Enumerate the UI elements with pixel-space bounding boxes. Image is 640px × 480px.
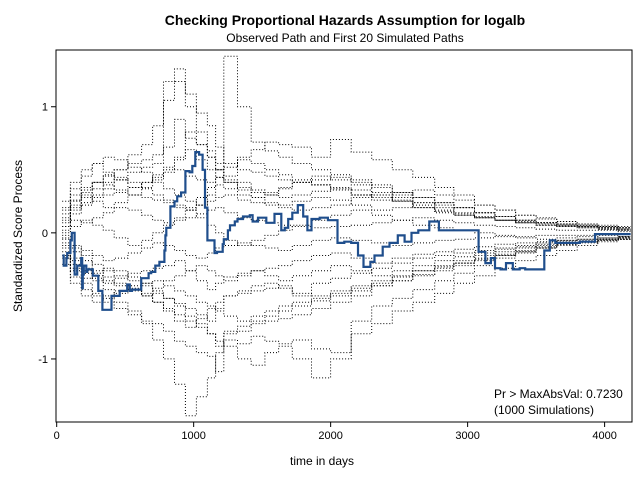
chart-subtitle: Observed Path and First 20 Simulated Pat… <box>226 31 463 45</box>
simulated-paths <box>62 55 631 417</box>
simulated-path-8 <box>62 236 631 322</box>
x-tick-label: 3000 <box>455 430 479 442</box>
x-tick-label: 4000 <box>592 430 616 442</box>
x-tick-label: 0 <box>54 430 60 442</box>
simulated-path-5 <box>62 68 631 231</box>
simulated-path-18 <box>62 237 631 379</box>
simulated-path-19 <box>62 159 631 227</box>
chart-title: Checking Proportional Hazards Assumption… <box>165 12 525 28</box>
y-tick-label: -1 <box>38 354 48 366</box>
y-tick-label: 1 <box>42 102 48 114</box>
x-tick-label: 1000 <box>181 430 205 442</box>
x-axis-label: time in days <box>290 454 354 468</box>
annotation-simulations: (1000 Simulations) <box>494 403 594 417</box>
simulated-path-2 <box>62 236 631 417</box>
y-axis-label: Standardized Score Process <box>11 160 25 312</box>
simulated-path-15 <box>62 207 631 233</box>
annotation-pvalue: Pr > MaxAbsVal: 0.7230 <box>494 387 623 401</box>
plot-frame <box>55 49 633 423</box>
simulated-path-6 <box>62 234 631 347</box>
simulated-path-21 <box>62 209 631 246</box>
observed-path-line <box>62 151 631 311</box>
y-tick-label: 0 <box>42 228 48 240</box>
x-tick-label: 2000 <box>318 430 342 442</box>
y-axis-ticks: -1 0 1 <box>38 102 56 366</box>
observed-path <box>62 151 631 311</box>
simulated-path-13 <box>62 149 631 229</box>
x-axis-ticks: 0 1000 2000 3000 4000 <box>54 422 617 442</box>
simulated-path-16 <box>62 233 631 262</box>
simulated-path-7 <box>62 55 631 230</box>
